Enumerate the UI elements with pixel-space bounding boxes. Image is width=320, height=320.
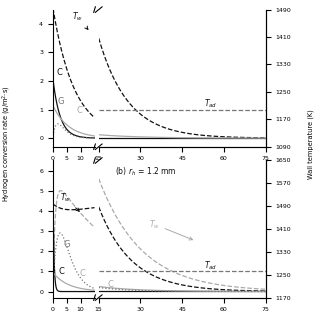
Text: (b) $r_h$ = 1.2 mm: (b) $r_h$ = 1.2 mm: [116, 165, 177, 178]
Text: C: C: [79, 269, 85, 278]
Text: Wall temperature (K): Wall temperature (K): [307, 109, 314, 179]
Text: $T_{ad}$: $T_{ad}$: [204, 260, 218, 272]
Text: $T_w$: $T_w$: [60, 192, 79, 211]
Text: Hydrogen conversion rate (g/m$^2$$\cdot$s): Hydrogen conversion rate (g/m$^2$$\cdot$…: [0, 86, 12, 202]
Text: G: G: [64, 240, 70, 249]
Text: C: C: [76, 106, 82, 115]
Text: $T_w$: $T_w$: [72, 11, 88, 29]
Text: C: C: [107, 280, 113, 289]
Text: $T_w$: $T_w$: [149, 218, 192, 240]
Text: G: G: [57, 97, 64, 106]
Text: C: C: [58, 268, 64, 276]
Text: C: C: [56, 68, 62, 77]
Text: $T_{ad}$: $T_{ad}$: [204, 97, 218, 110]
